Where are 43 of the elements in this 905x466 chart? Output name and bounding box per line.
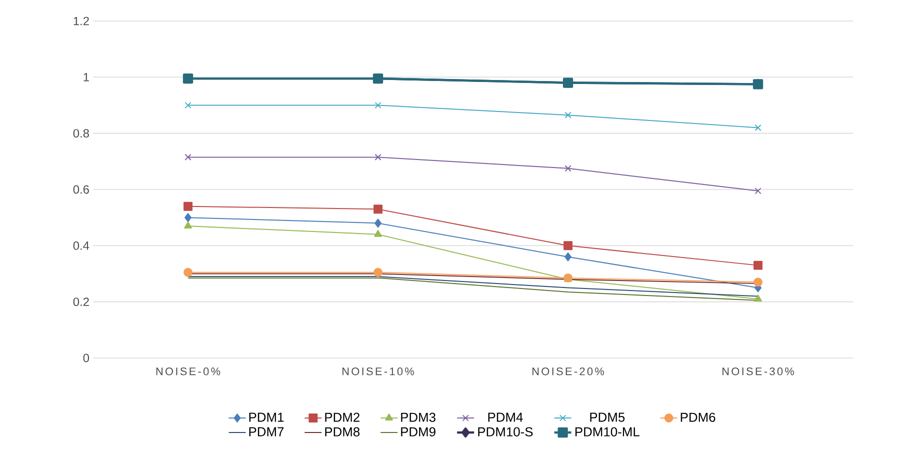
- y-tick-label: 1.2: [74, 16, 89, 26]
- x-tick-label: NOISE-0%: [156, 367, 220, 376]
- point: [374, 154, 382, 161]
- x-tick-label: NOISE-30%: [722, 367, 794, 376]
- point: [184, 202, 192, 211]
- legend-label: PDM10-ML: [575, 427, 640, 436]
- legend-label: PDM2: [325, 412, 360, 422]
- y-tick-label: 1: [84, 73, 89, 82]
- legend-label: PDM5: [590, 412, 625, 422]
- x-tick-label: NOISE-20%: [532, 367, 604, 376]
- legend-label: PDM3: [401, 412, 436, 422]
- point: [184, 268, 192, 277]
- point: [374, 230, 382, 237]
- point: [754, 124, 762, 132]
- legend-label: PDM7: [249, 427, 284, 436]
- legend-label: PDM8: [325, 427, 360, 436]
- point: [184, 154, 192, 161]
- point: [184, 213, 192, 222]
- point: [374, 204, 382, 214]
- legend-label: PDM4: [488, 412, 523, 422]
- point: [564, 112, 572, 118]
- point: [754, 260, 762, 270]
- legend-label: PDM6: [680, 412, 716, 422]
- point: [564, 252, 572, 262]
- point: [374, 102, 382, 109]
- point: [564, 165, 572, 172]
- legend-label: PDM9: [401, 427, 436, 436]
- point: [754, 188, 762, 194]
- y-tick-label: 0.4: [73, 241, 90, 250]
- legend-label: PDM1: [249, 412, 284, 422]
- point: [184, 222, 192, 228]
- x-tick-label: NOISE-10%: [342, 367, 414, 376]
- y-tick-label: 0.8: [73, 129, 89, 138]
- point: [374, 218, 382, 228]
- point: [184, 102, 192, 109]
- legend-label: PDM10-S: [478, 427, 533, 436]
- y-tick-label: 0.6: [73, 185, 89, 194]
- point: [754, 278, 762, 287]
- y-tick-label: 0.2: [73, 298, 89, 306]
- y-tick-label: 0: [83, 354, 90, 362]
- point: [754, 294, 762, 302]
- point: [564, 241, 572, 250]
- point: [374, 268, 382, 277]
